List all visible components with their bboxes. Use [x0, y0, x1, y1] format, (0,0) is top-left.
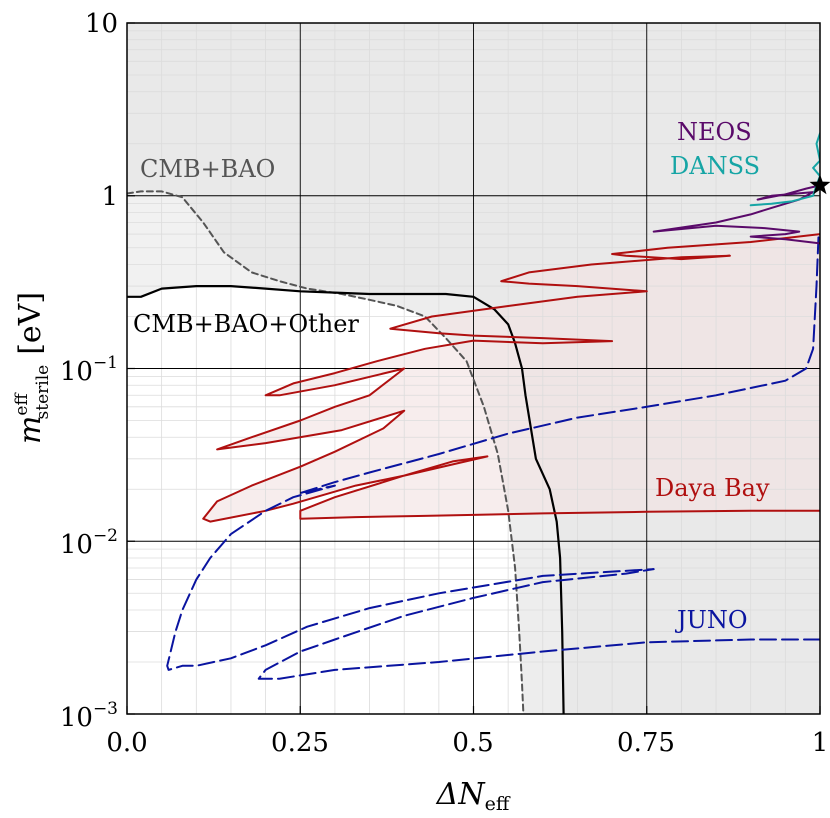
label-cmb-bao: CMB+BAO: [140, 155, 275, 183]
best-fit-star-marker: [809, 174, 830, 195]
label-danss: DANSS: [670, 152, 760, 180]
y-axis-title: meffsterile [eV]: [12, 292, 53, 444]
y-tick-base-0.001: 10: [60, 703, 93, 733]
label-daya-bay: Daya Bay: [655, 474, 770, 502]
grid: [127, 23, 820, 714]
y-tick-labels: 10 1 10−1 10−2 10−3: [60, 9, 118, 733]
x-tick-label-3: 0.75: [617, 728, 675, 758]
x-tick-labels: 0.0 0.25 0.5 0.75 1: [106, 728, 828, 758]
y-tick-label-0.001: 10−3: [60, 699, 118, 733]
daya-bay-region-fill: [203, 234, 820, 522]
x-tick-label-2: 0.5: [452, 728, 493, 758]
y-axis-title-sup: eff: [12, 392, 32, 416]
y-tick-label-0.1: 10−1: [60, 353, 118, 387]
series-cmb-bao-other: [127, 285, 565, 714]
label-neos: NEOS: [677, 118, 752, 146]
label-juno: JUNO: [674, 606, 748, 634]
y-tick-label-0.01: 10−2: [60, 526, 118, 560]
x-axis-title: ΔNeff: [436, 777, 511, 815]
y-tick-exp-0.01: −2: [93, 526, 118, 546]
y-axis-title-unit: [eV]: [13, 292, 48, 355]
y-tick-label-10: 10: [85, 9, 118, 39]
y-tick-exp-0.1: −1: [93, 353, 118, 373]
x-axis-title-main: ΔN: [436, 777, 487, 812]
y-tick-base-0.1: 10: [60, 357, 93, 387]
x-axis-title-sub: eff: [485, 793, 511, 815]
y-tick-exp-0.001: −3: [93, 699, 118, 719]
y-axis-title-main: m: [13, 416, 48, 444]
label-cmb-bao-other: CMB+BAO+Other: [133, 310, 359, 338]
x-tick-label-0: 0.0: [106, 728, 147, 758]
y-axis-title-sub: sterile: [33, 365, 53, 420]
y-tick-base-0.01: 10: [60, 530, 93, 560]
tick-marks: [126, 22, 821, 715]
x-tick-label-4: 1: [812, 728, 829, 758]
series-daya-bay: [202, 233, 820, 523]
series-juno: [166, 233, 820, 680]
series-neos: [652, 184, 820, 245]
series-cmb-bao: [127, 190, 525, 714]
y-tick-label-1: 1: [101, 182, 118, 212]
curves: [127, 132, 820, 714]
x-tick-label-1: 0.25: [271, 728, 329, 758]
